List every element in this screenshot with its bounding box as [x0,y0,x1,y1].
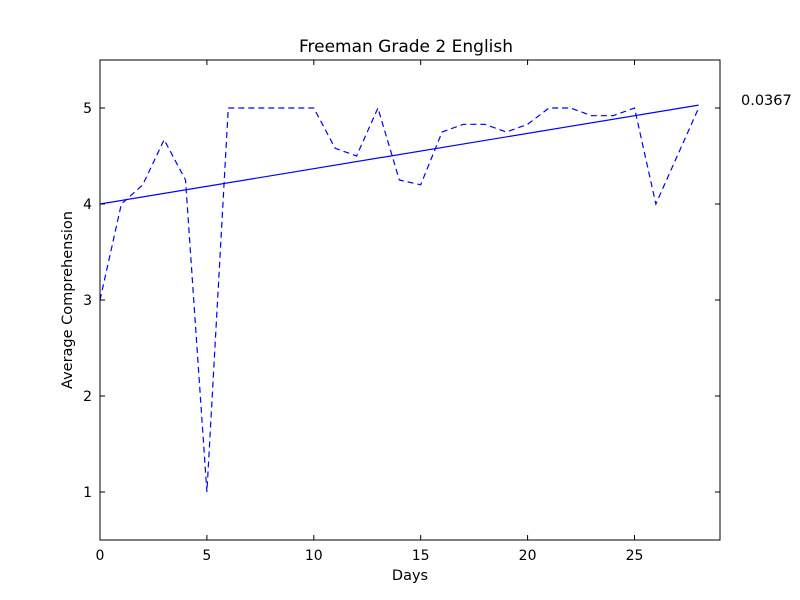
x-tick-label: 10 [305,548,323,564]
x-tick-label: 15 [412,548,430,564]
x-tick-label: 20 [519,548,537,564]
x-tick-label: 5 [202,548,211,564]
series-line-daily-average [99,106,700,493]
axes-frame [99,59,721,541]
x-axis-label: Days [392,568,428,584]
series-line-trend [99,104,699,205]
axis-ticks: 0 5 10 15 20 25 1 2 3 4 5 [83,60,720,564]
slope-annotation: 0.0367 [741,93,792,109]
y-tick-label: 3 [83,293,92,309]
y-tick-label: 5 [83,101,92,117]
y-tick-label: 4 [83,197,92,213]
plot-area [99,104,700,493]
y-tick-label: 1 [83,485,92,501]
x-tick-label: 0 [96,548,105,564]
x-tick-label: 25 [626,548,644,564]
chart-title: Freeman Grade 2 English [299,37,513,57]
y-tick-label: 2 [83,389,92,405]
y-axis-label: Average Comprehension [60,211,76,389]
